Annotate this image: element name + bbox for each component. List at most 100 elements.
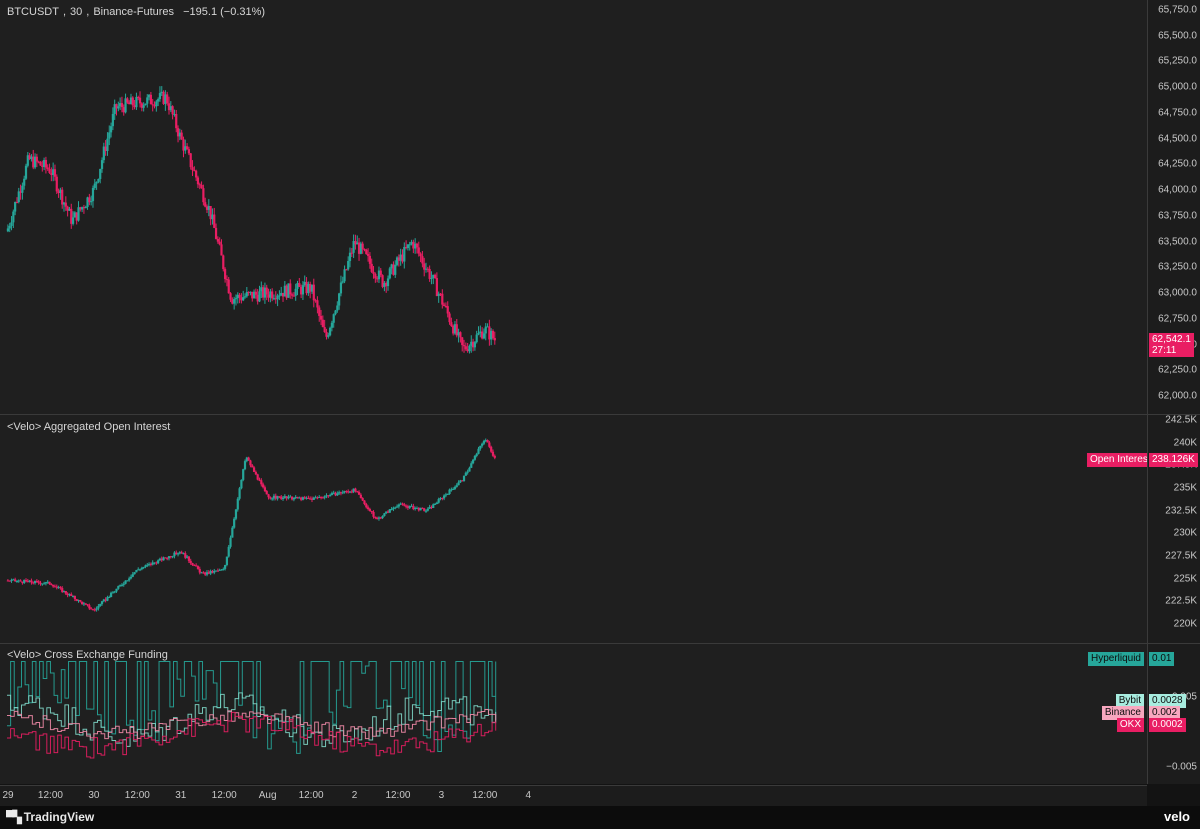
price-candle[interactable] (403, 242, 406, 269)
oi-candle[interactable] (260, 478, 263, 487)
interval-value[interactable]: 30 (70, 6, 83, 18)
oi-candle[interactable] (312, 496, 315, 501)
oi-candle[interactable] (243, 459, 247, 471)
price-candle[interactable] (260, 281, 263, 299)
price-candle[interactable] (28, 152, 31, 161)
price-candle[interactable] (17, 187, 20, 204)
oi-candle[interactable] (316, 496, 319, 500)
oi-candle[interactable] (271, 497, 274, 501)
oi-candle[interactable] (41, 583, 44, 586)
oi-candle[interactable] (99, 603, 102, 607)
price-candle[interactable] (81, 206, 84, 213)
oi-candle[interactable] (126, 580, 129, 582)
price-candle[interactable] (406, 244, 410, 251)
price-candle[interactable] (48, 163, 51, 174)
oi-candle[interactable] (220, 569, 223, 571)
price-candle[interactable] (491, 329, 495, 340)
price-candle[interactable] (169, 101, 172, 113)
price-candles[interactable] (0, 0, 1147, 414)
price-candle[interactable] (401, 249, 404, 264)
oi-candle[interactable] (124, 580, 127, 585)
oi-candle[interactable] (466, 469, 469, 475)
oi-candle[interactable] (341, 490, 344, 495)
price-candle[interactable] (158, 86, 162, 102)
pane-divider[interactable] (0, 414, 1200, 415)
price-candle[interactable] (493, 331, 496, 345)
oi-candle[interactable] (167, 556, 171, 561)
oi-candle[interactable] (142, 566, 145, 570)
oi-candle[interactable] (365, 502, 368, 509)
oi-candle[interactable] (234, 508, 238, 521)
price-candle[interactable] (309, 281, 312, 299)
price-candle[interactable] (140, 102, 143, 112)
price-candle[interactable] (319, 309, 323, 326)
oi-candle[interactable] (184, 551, 187, 560)
price-candle[interactable] (365, 248, 368, 255)
price-candle[interactable] (99, 168, 102, 184)
price-candle[interactable] (57, 188, 60, 198)
oi-candle[interactable] (12, 578, 15, 581)
oi-candle[interactable] (229, 535, 232, 549)
oi-candle[interactable] (129, 574, 133, 580)
price-candle[interactable] (294, 283, 297, 301)
oi-candle[interactable] (108, 595, 111, 599)
price-candle[interactable] (415, 242, 419, 254)
oi-candle[interactable] (461, 480, 464, 482)
price-candle[interactable] (274, 291, 277, 304)
price-candle[interactable] (30, 154, 33, 162)
price-candle[interactable] (314, 298, 317, 303)
oi-candle[interactable] (97, 603, 100, 611)
price-candle[interactable] (50, 167, 53, 182)
oi-candle[interactable] (43, 581, 46, 585)
oi-candle[interactable] (298, 496, 301, 499)
price-candle[interactable] (307, 281, 310, 296)
price-candle[interactable] (368, 252, 372, 269)
price-candle[interactable] (310, 284, 314, 294)
oi-candle[interactable] (195, 563, 198, 567)
price-candle[interactable] (330, 320, 333, 332)
oi-candle[interactable] (285, 496, 288, 501)
price-candle[interactable] (84, 205, 87, 209)
oi-candle[interactable] (379, 516, 382, 520)
price-candle[interactable] (225, 275, 229, 287)
oi-candle[interactable] (81, 601, 84, 605)
oi-candle[interactable] (169, 555, 172, 559)
price-candle[interactable] (102, 142, 105, 164)
oi-candle[interactable] (356, 490, 359, 493)
price-candle[interactable] (254, 288, 257, 299)
oi-candle[interactable] (319, 496, 323, 500)
price-candle[interactable] (303, 275, 306, 287)
price-candle[interactable] (357, 237, 361, 261)
oi-candle[interactable] (426, 507, 429, 512)
price-candle[interactable] (222, 254, 225, 272)
oi-candle[interactable] (361, 497, 364, 502)
oi-candle[interactable] (196, 565, 200, 570)
price-candle[interactable] (468, 344, 471, 354)
price-candle[interactable] (356, 235, 359, 245)
price-candle[interactable] (466, 342, 469, 353)
oi-candle[interactable] (432, 503, 435, 509)
price-candle[interactable] (421, 251, 424, 268)
price-candle[interactable] (392, 261, 395, 276)
oi-candle[interactable] (193, 564, 196, 567)
price-candle[interactable] (142, 102, 145, 112)
price-candle[interactable] (345, 268, 348, 271)
oi-candle[interactable] (325, 493, 328, 499)
oi-candle[interactable] (444, 492, 448, 498)
price-candle[interactable] (414, 238, 417, 254)
price-candle[interactable] (33, 153, 37, 170)
price-candle[interactable] (23, 175, 26, 190)
price-candle[interactable] (41, 160, 44, 172)
price-candle[interactable] (450, 317, 453, 328)
price-candle[interactable] (417, 241, 420, 257)
price-candle[interactable] (79, 206, 82, 212)
price-candle[interactable] (155, 99, 158, 112)
oi-candle[interactable] (269, 496, 272, 500)
price-candle[interactable] (43, 157, 46, 171)
oi-candle[interactable] (48, 581, 51, 585)
price-candle[interactable] (370, 258, 373, 274)
oi-candle[interactable] (421, 507, 424, 509)
oi-candle[interactable] (368, 507, 372, 512)
price-candle[interactable] (216, 236, 219, 244)
price-candle[interactable] (214, 223, 218, 240)
